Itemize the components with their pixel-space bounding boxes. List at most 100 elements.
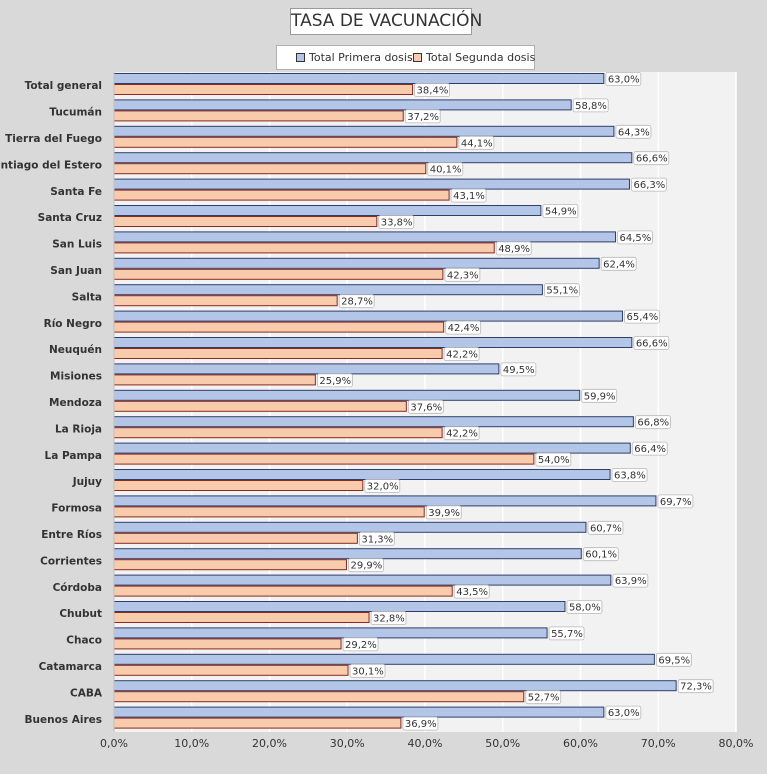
- category-label: Tierra del Fuego: [5, 133, 102, 145]
- bar-segunda-dosis: [113, 427, 443, 439]
- bar-segunda-dosis: [113, 216, 378, 227]
- data-label-box: [587, 520, 624, 535]
- bar-primera-dosis: [113, 653, 655, 665]
- data-label-box: [348, 558, 384, 573]
- data-label-box: [495, 241, 532, 256]
- data-label-box: [358, 531, 395, 546]
- bar-segunda-dosis: [113, 717, 402, 729]
- data-label: 44,1%: [461, 138, 493, 149]
- bar-segunda-dosis: [113, 400, 407, 412]
- x-tick-label: 60,0%: [563, 737, 598, 750]
- data-label: 30,1%: [352, 666, 384, 677]
- x-tick-label: 80,0%: [719, 737, 754, 750]
- data-label: 54,9%: [545, 207, 577, 218]
- bar-primera-dosis: [113, 205, 542, 216]
- bar-segunda-dosis: [113, 453, 535, 465]
- data-label: 42,2%: [446, 429, 478, 440]
- data-label-box: [500, 362, 537, 377]
- data-label-box: [615, 124, 652, 139]
- bar-segunda-dosis: [113, 242, 495, 254]
- category-label: Neuquén: [49, 344, 102, 356]
- category-label: Corrientes: [40, 555, 102, 567]
- x-tick-label: 70,0%: [641, 737, 676, 750]
- bar-segunda-dosis: [113, 585, 453, 597]
- bar-segunda-dosis: [113, 506, 425, 518]
- data-label: 29,2%: [345, 640, 377, 651]
- data-label-box: [338, 294, 375, 309]
- data-label-box: [445, 320, 482, 335]
- x-tick-label: 40,0%: [408, 737, 443, 750]
- legend-swatch-primera: [296, 52, 305, 62]
- bar-segunda-dosis: [113, 559, 347, 571]
- data-label-box: [633, 151, 670, 166]
- bar-primera-dosis: [113, 680, 677, 692]
- data-label: 72,3%: [680, 682, 712, 693]
- bar-primera-dosis: [113, 627, 548, 639]
- bar-segunda-dosis: [113, 110, 404, 122]
- data-label-box: [542, 204, 579, 218]
- bar-primera-dosis: [113, 442, 631, 454]
- x-tick-label: 0,0%: [100, 737, 128, 750]
- category-label: Misiones: [50, 371, 102, 383]
- data-label: 60,1%: [585, 550, 617, 561]
- category-label: La Rioja: [55, 423, 102, 435]
- category-label: Formosa: [51, 503, 102, 515]
- data-label: 63,8%: [614, 471, 646, 482]
- x-tick-label: 50,0%: [485, 737, 520, 750]
- data-label-box: [633, 336, 670, 350]
- bar-primera-dosis: [113, 574, 612, 586]
- data-label: 69,7%: [660, 497, 692, 508]
- data-label-box: [458, 135, 495, 150]
- bar-primera-dosis: [113, 706, 605, 718]
- bar-segunda-dosis: [113, 612, 370, 623]
- data-label: 43,5%: [456, 587, 488, 598]
- bar-primera-dosis: [113, 178, 630, 190]
- category-label: Chaco: [66, 635, 102, 647]
- x-tick-label: 30,0%: [330, 737, 365, 750]
- bar-primera-dosis: [113, 231, 616, 243]
- category-label: Jujuy: [72, 476, 102, 488]
- category-label: Chubut: [59, 608, 102, 620]
- category-label: San Luis: [52, 239, 102, 251]
- category-label: Buenos Aires: [25, 714, 102, 726]
- data-label-box: [612, 573, 649, 588]
- data-label-box: [427, 162, 464, 177]
- data-label-box: [535, 452, 572, 467]
- data-label: 37,2%: [407, 112, 439, 123]
- x-tick-label: 10,0%: [174, 737, 209, 750]
- data-label: 31,3%: [361, 534, 393, 545]
- bar-segunda-dosis: [113, 691, 525, 703]
- category-label: Santa Cruz: [38, 212, 102, 224]
- legend-label-segunda: Total Segunda dosis: [426, 51, 536, 64]
- bar-primera-dosis: [113, 73, 605, 84]
- data-label-box: [414, 83, 450, 97]
- bar-segunda-dosis: [113, 268, 444, 280]
- legend-label-primera: Total Primera dosis: [309, 51, 413, 64]
- category-label: CABA: [70, 687, 103, 699]
- data-label-box: [566, 600, 603, 614]
- data-label: 62,4%: [603, 259, 635, 270]
- data-label: 38,4%: [417, 86, 449, 97]
- data-label: 42,2%: [446, 350, 478, 361]
- data-label: 28,7%: [341, 297, 373, 308]
- category-label: La Pampa: [45, 450, 102, 462]
- data-label: 58,8%: [575, 101, 607, 112]
- data-label: 52,7%: [528, 693, 560, 704]
- bar-primera-dosis: [113, 548, 582, 560]
- bar-primera-dosis: [113, 601, 566, 612]
- data-label: 66,6%: [636, 154, 668, 165]
- data-label: 63,0%: [608, 708, 640, 719]
- bar-primera-dosis: [113, 257, 600, 269]
- bar-primera-dosis: [113, 284, 543, 296]
- bar-segunda-dosis: [113, 84, 414, 95]
- data-label-box: [572, 98, 609, 113]
- data-label: 66,4%: [634, 444, 666, 455]
- data-label: 65,4%: [626, 312, 658, 323]
- data-label-box: [525, 690, 562, 705]
- bar-primera-dosis: [113, 363, 500, 375]
- data-label-box: [605, 705, 642, 720]
- data-label: 43,1%: [453, 191, 485, 202]
- data-label-box: [655, 652, 692, 667]
